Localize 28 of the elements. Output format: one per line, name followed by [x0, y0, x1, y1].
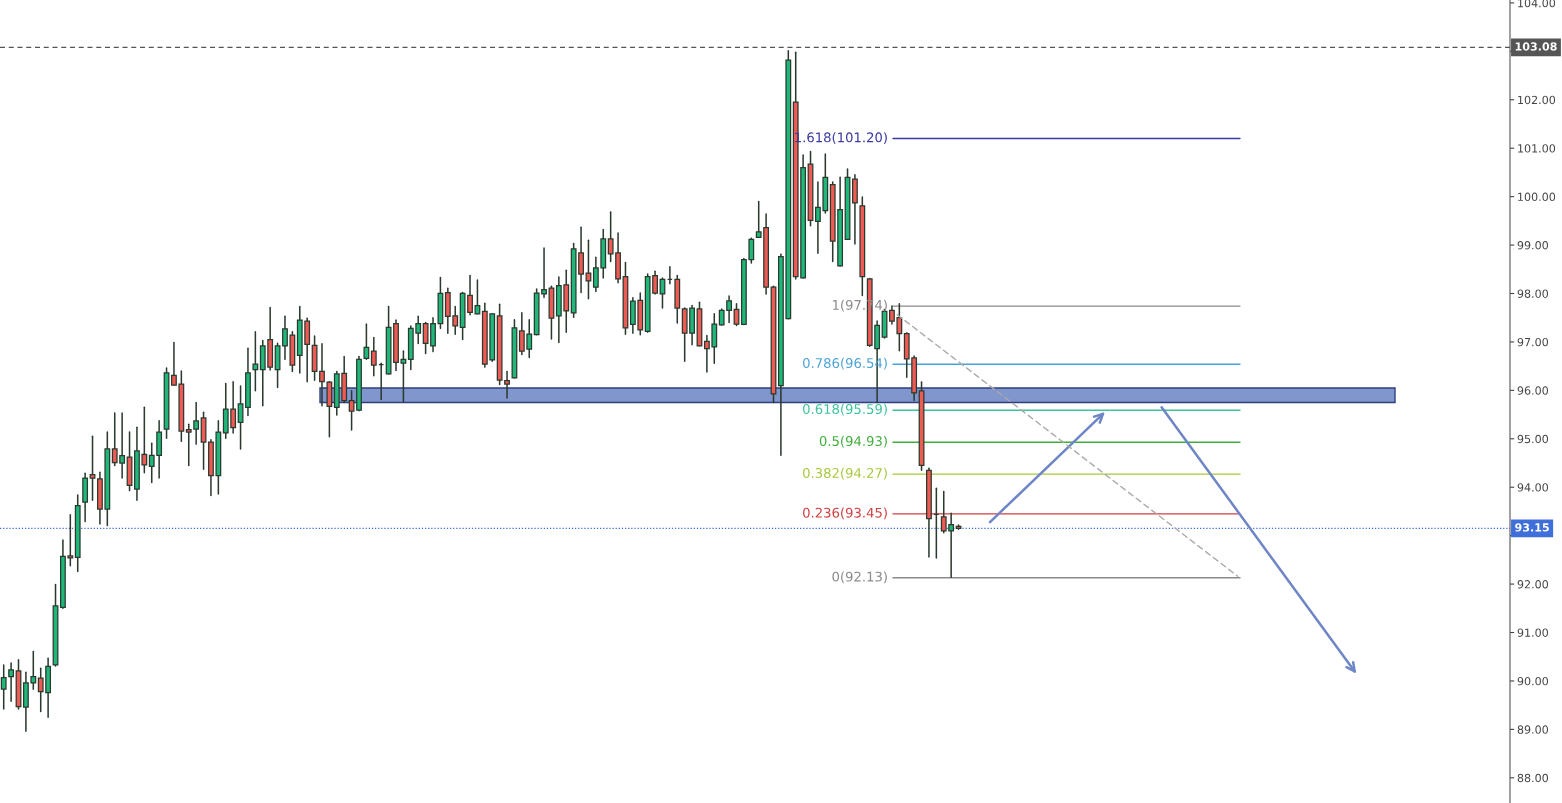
ref-line-label: 103.08 [1515, 42, 1557, 51]
y-tick-label: 99.00 [1517, 241, 1549, 250]
y-tick-label: 102.00 [1518, 95, 1556, 105]
y-tick-label: 100.00 [1518, 192, 1556, 202]
y-tick-label: 91.00 [1517, 628, 1549, 637]
candlestick [252, 330, 259, 392]
ref-line-label: 0(92.13) [832, 571, 887, 584]
ref-line-label: 0.618(95.59) [803, 403, 887, 416]
candlestick [363, 323, 370, 361]
candlestick [370, 336, 377, 377]
y-tick-label: 94.00 [1517, 483, 1549, 492]
y-tick-label: 90.00 [1517, 676, 1549, 686]
y-tick-label: 88.00 [1517, 773, 1549, 783]
y-tick-label: 92.00 [1517, 580, 1549, 589]
y-tick-label: 89.00 [1517, 725, 1549, 734]
y-tick-label: 96.00 [1517, 386, 1549, 395]
y-tick-label: 97.00 [1517, 337, 1549, 347]
ref-line-label: 0.382(94.27) [803, 467, 887, 480]
candlestick [89, 435, 96, 502]
y-tick-label: 95.00 [1517, 434, 1549, 444]
ref-line-label: 0.5(94.93) [819, 435, 887, 448]
ref-line-label: 93.15 [1515, 523, 1549, 532]
y-tick-label: 101.00 [1518, 144, 1556, 153]
ref-line-label: 0.236(93.45) [803, 507, 887, 520]
candlestick [8, 662, 15, 703]
y-tick-label: 98.00 [1517, 289, 1549, 298]
candlestick [0, 664, 7, 710]
candlestick [852, 174, 858, 245]
